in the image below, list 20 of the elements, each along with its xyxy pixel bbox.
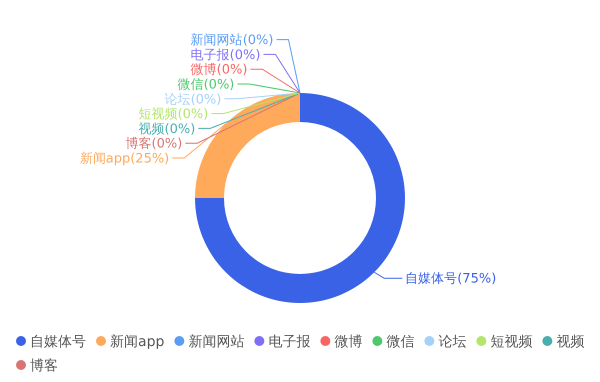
legend-label: 微信 — [386, 334, 414, 350]
text: 短视频(0%) — [138, 107, 208, 122]
legend-label: 短视频 — [490, 334, 532, 350]
text: 论坛(0%) — [164, 92, 222, 108]
data-label: 新闻app(25%) — [80, 152, 170, 166]
legend-label: 电子报 — [268, 334, 310, 350]
text: 视频(0%) — [138, 122, 196, 137]
legend-label: 新闻app — [110, 334, 164, 350]
text: 电子报(0%) — [190, 48, 260, 63]
legend-label: 微博 — [334, 334, 362, 350]
text: 微信(0%) — [178, 78, 234, 92]
text: 新闻网站(0%) — [190, 33, 274, 48]
text: 博客(0%) — [126, 136, 182, 152]
legend-label: 博客 — [30, 358, 58, 374]
legend-label: 自媒体号 — [30, 334, 86, 350]
legend-label: 视频 — [556, 334, 584, 350]
legend-label: 论坛 — [438, 334, 466, 350]
legend-label: 新闻网站 — [188, 334, 244, 350]
text: 微博(0%) — [190, 62, 248, 78]
data-label: 自媒体号(75%) — [405, 272, 496, 287]
